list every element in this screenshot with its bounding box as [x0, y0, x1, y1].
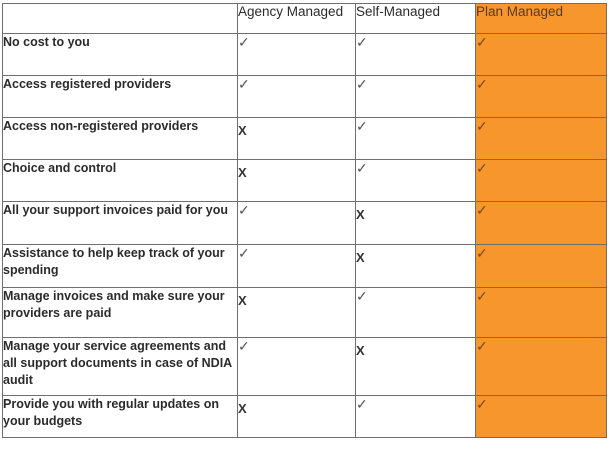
- plan-cell: ✓: [475, 287, 607, 338]
- agency-cell: X: [237, 117, 356, 160]
- table-row: Manage your service agreements and all s…: [2, 337, 607, 396]
- agency-cell: X: [237, 287, 356, 338]
- table-row: Access non-registered providers X ✓ ✓: [2, 117, 607, 160]
- checkmark-icon: ✓: [356, 118, 368, 134]
- cross-mark: X: [238, 123, 247, 138]
- row-label: No cost to you: [2, 33, 238, 76]
- checkmark-icon: ✓: [476, 396, 488, 412]
- agency-cell: ✓: [237, 201, 356, 245]
- row-label: Access registered providers: [2, 75, 238, 118]
- checkmark-icon: ✓: [238, 202, 250, 218]
- table-row: Choice and control X ✓ ✓: [2, 159, 607, 202]
- plan-cell: ✓: [475, 395, 607, 438]
- table-row: Assistance to help keep track of your sp…: [2, 244, 607, 288]
- agency-cell: ✓: [237, 75, 356, 118]
- self-cell: ✓: [355, 117, 476, 160]
- checkmark-icon: ✓: [476, 288, 488, 304]
- plan-cell: ✓: [475, 75, 607, 118]
- plan-cell: ✓: [475, 117, 607, 160]
- checkmark-icon: ✓: [356, 288, 368, 304]
- checkmark-icon: ✓: [476, 245, 488, 261]
- checkmark-icon: ✓: [356, 160, 368, 176]
- checkmark-icon: ✓: [476, 34, 488, 50]
- self-cell: ✓: [355, 33, 476, 76]
- comparison-table: Agency Managed Self-Managed Plan Managed…: [2, 3, 607, 438]
- plan-cell: ✓: [475, 33, 607, 76]
- self-cell: X: [355, 201, 476, 245]
- agency-cell: X: [237, 159, 356, 202]
- table-row: Access registered providers ✓ ✓ ✓: [2, 75, 607, 118]
- checkmark-icon: ✓: [476, 76, 488, 92]
- checkmark-icon: ✓: [356, 76, 368, 92]
- row-label: Access non-registered providers: [2, 117, 238, 160]
- header-agency-managed: Agency Managed: [237, 3, 356, 34]
- cross-mark: X: [238, 165, 247, 180]
- table-row: Manage invoices and make sure your provi…: [2, 287, 607, 338]
- table-body: No cost to you ✓ ✓ ✓ Access registered provi…: [2, 33, 607, 438]
- self-cell: ✓: [355, 395, 476, 438]
- checkmark-icon: ✓: [238, 245, 250, 261]
- agency-cell: ✓: [237, 33, 356, 76]
- row-label: Provide you with regular updates on your…: [2, 395, 238, 438]
- self-cell: ✓: [355, 287, 476, 338]
- checkmark-icon: ✓: [238, 76, 250, 92]
- header-row: Agency Managed Self-Managed Plan Managed: [2, 3, 607, 34]
- agency-cell: ✓: [237, 244, 356, 288]
- table-row: All your support invoices paid for you ✓ X…: [2, 201, 607, 245]
- row-label: All your support invoices paid for you: [2, 201, 238, 245]
- checkmark-icon: ✓: [356, 34, 368, 50]
- cross-mark: X: [356, 343, 365, 358]
- checkmark-icon: ✓: [238, 34, 250, 50]
- checkmark-icon: ✓: [238, 338, 250, 354]
- checkmark-icon: ✓: [476, 160, 488, 176]
- plan-cell: ✓: [475, 337, 607, 396]
- plan-cell: ✓: [475, 159, 607, 202]
- table-header: Agency Managed Self-Managed Plan Managed: [2, 3, 607, 34]
- cross-mark: X: [356, 207, 365, 222]
- header-plan-managed: Plan Managed: [475, 3, 607, 34]
- cross-mark: X: [238, 293, 247, 308]
- header-self-managed: Self-Managed: [355, 3, 476, 34]
- agency-cell: X: [237, 395, 356, 438]
- agency-cell: ✓: [237, 337, 356, 396]
- checkmark-icon: ✓: [476, 338, 488, 354]
- cross-mark: X: [238, 401, 247, 416]
- table-row: No cost to you ✓ ✓ ✓: [2, 33, 607, 76]
- plan-cell: ✓: [475, 244, 607, 288]
- row-label: Assistance to help keep track of your sp…: [2, 244, 238, 288]
- row-label: Manage your service agreements and all s…: [2, 337, 238, 396]
- checkmark-icon: ✓: [476, 118, 488, 134]
- self-cell: X: [355, 337, 476, 396]
- plan-cell: ✓: [475, 201, 607, 245]
- row-label: Choice and control: [2, 159, 238, 202]
- cross-mark: X: [356, 250, 365, 265]
- checkmark-icon: ✓: [476, 202, 488, 218]
- self-cell: X: [355, 244, 476, 288]
- header-empty-cell: [2, 3, 238, 34]
- self-cell: ✓: [355, 75, 476, 118]
- row-label: Manage invoices and make sure your provi…: [2, 287, 238, 338]
- table-row: Provide you with regular updates on your…: [2, 395, 607, 438]
- self-cell: ✓: [355, 159, 476, 202]
- checkmark-icon: ✓: [356, 396, 368, 412]
